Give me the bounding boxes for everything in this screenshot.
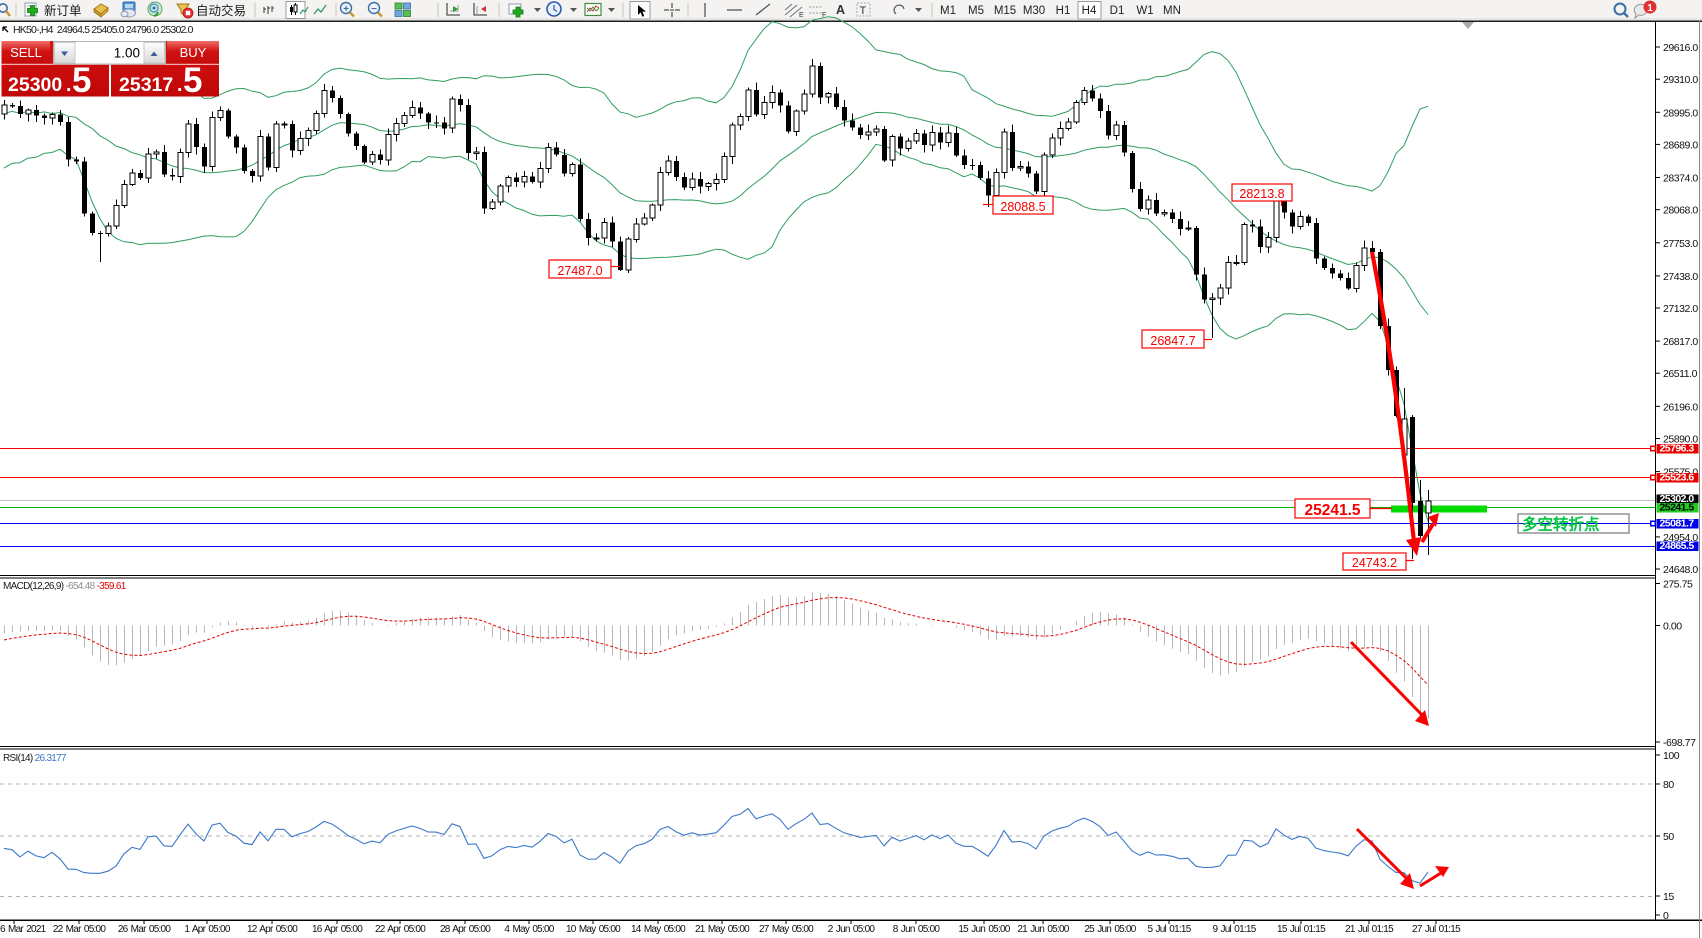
svg-text:275.75: 275.75 [1663,579,1693,591]
svg-text:29310.0: 29310.0 [1663,74,1698,86]
svg-text:6 Mar 2021: 6 Mar 2021 [0,924,47,935]
svg-text:2 Jun 05:00: 2 Jun 05:00 [828,924,876,935]
svg-text:16 Apr 05:00: 16 Apr 05:00 [312,924,363,935]
svg-text:21 Jul 01:15: 21 Jul 01:15 [1345,924,1394,935]
svg-text:27438.0: 27438.0 [1663,271,1698,283]
svg-text:+: + [343,4,349,15]
svg-text:26196.0: 26196.0 [1663,401,1698,413]
svg-text:25796.3: 25796.3 [1660,443,1695,455]
svg-text:27 May 05:00: 27 May 05:00 [759,924,814,935]
svg-text:SELL: SELL [10,45,42,60]
svg-text:80: 80 [1663,779,1674,791]
svg-text:0: 0 [1663,910,1669,922]
svg-text:27753.0: 27753.0 [1663,238,1698,250]
svg-text:新订单: 新订单 [44,3,82,18]
svg-text:26817.0: 26817.0 [1663,336,1698,348]
svg-text:24954.0: 24954.0 [1663,532,1698,544]
svg-text:25 Jun 05:00: 25 Jun 05:00 [1084,924,1136,935]
svg-text:26511.0: 26511.0 [1663,368,1698,380]
svg-text:25523.6: 25523.6 [1660,472,1695,484]
svg-text:5: 5 [183,61,202,100]
svg-text:28995.0: 28995.0 [1663,107,1698,119]
svg-text:27 Jul 01:15: 27 Jul 01:15 [1412,924,1461,935]
svg-text:自动交易: 自动交易 [196,3,246,18]
svg-text:21 Jun 05:00: 21 Jun 05:00 [1017,924,1069,935]
svg-text:15 Jun 05:00: 15 Jun 05:00 [958,924,1010,935]
svg-text:12 Apr 05:00: 12 Apr 05:00 [247,924,298,935]
svg-text:RSI(14) 26.3177: RSI(14) 26.3177 [3,753,67,764]
svg-text:22 Apr 05:00: 22 Apr 05:00 [375,924,426,935]
svg-text:25302.0: 25302.0 [1660,493,1695,505]
svg-text:M30: M30 [1023,5,1045,17]
svg-text:25241.5: 25241.5 [1304,502,1360,519]
svg-text:24743.2: 24743.2 [1352,556,1397,570]
svg-text:W1: W1 [1136,5,1153,17]
svg-text:21 May 05:00: 21 May 05:00 [695,924,750,935]
svg-text:14 May 05:00: 14 May 05:00 [631,924,686,935]
svg-text:29616.0: 29616.0 [1663,42,1698,54]
svg-text:−: − [371,4,377,15]
svg-text:M1: M1 [940,5,956,17]
svg-text:15: 15 [1663,891,1674,903]
svg-text:D1: D1 [1110,5,1125,17]
svg-text:25081.7: 25081.7 [1660,518,1695,530]
svg-text:27132.0: 27132.0 [1663,303,1698,315]
svg-text:A: A [836,3,845,17]
svg-text:HK50-,H4 24964.5 25405.0 2479: HK50-,H4 24964.5 25405.0 24796.0 25302.0 [13,24,194,36]
svg-text:25241.5: 25241.5 [1660,502,1695,514]
svg-text:26 Mar 05:00: 26 Mar 05:00 [118,924,172,935]
svg-text:T: T [860,5,867,17]
svg-text:E: E [799,12,804,19]
svg-text:10 May 05:00: 10 May 05:00 [566,924,621,935]
svg-text:22 Mar 05:00: 22 Mar 05:00 [53,924,107,935]
svg-text:H1: H1 [1056,5,1071,17]
svg-text:1 Apr 05:00: 1 Apr 05:00 [184,924,230,935]
svg-text:25300: 25300 [8,74,62,96]
svg-text:0.00: 0.00 [1663,621,1682,633]
svg-text:5 Jul 01:15: 5 Jul 01:15 [1147,924,1191,935]
svg-text:8 Jun 05:00: 8 Jun 05:00 [893,924,941,935]
svg-text:F: F [822,12,826,19]
svg-text:MACD(12,26,9) -654.48 -359.61: MACD(12,26,9) -654.48 -359.61 [3,581,127,592]
svg-text:26847.7: 26847.7 [1150,334,1195,348]
svg-text:100: 100 [1663,750,1680,762]
svg-text:15 Jul 01:15: 15 Jul 01:15 [1277,924,1326,935]
svg-text:24865.5: 24865.5 [1660,540,1695,552]
svg-text:1.00: 1.00 [114,46,140,61]
svg-text:24648.0: 24648.0 [1663,564,1698,576]
svg-text:M5: M5 [968,5,984,17]
svg-text:-698.77: -698.77 [1663,737,1696,749]
svg-text:28088.5: 28088.5 [1000,200,1045,214]
svg-text:4 May 05:00: 4 May 05:00 [504,924,554,935]
svg-text:28689.0: 28689.0 [1663,139,1698,151]
svg-text:25890.0: 25890.0 [1663,434,1698,446]
svg-text:28374.0: 28374.0 [1663,173,1698,185]
svg-text:H4: H4 [1082,5,1097,17]
svg-text:M15: M15 [994,5,1016,17]
svg-text:.: . [177,74,182,96]
svg-text:9 Jul 01:15: 9 Jul 01:15 [1212,924,1256,935]
svg-text:28 Apr 05:00: 28 Apr 05:00 [440,924,491,935]
svg-text:BUY: BUY [180,45,207,60]
svg-text:27487.0: 27487.0 [557,264,602,278]
svg-text:.: . [66,74,71,96]
svg-text:50: 50 [1663,831,1674,843]
svg-text:25317: 25317 [119,74,173,96]
svg-text:28213.8: 28213.8 [1239,187,1284,201]
svg-text:多空转折点: 多空转折点 [1522,515,1600,534]
svg-text:28068.0: 28068.0 [1663,205,1698,217]
svg-text:5: 5 [72,61,91,100]
svg-text:MN: MN [1163,5,1181,17]
svg-text:1: 1 [1647,3,1653,14]
